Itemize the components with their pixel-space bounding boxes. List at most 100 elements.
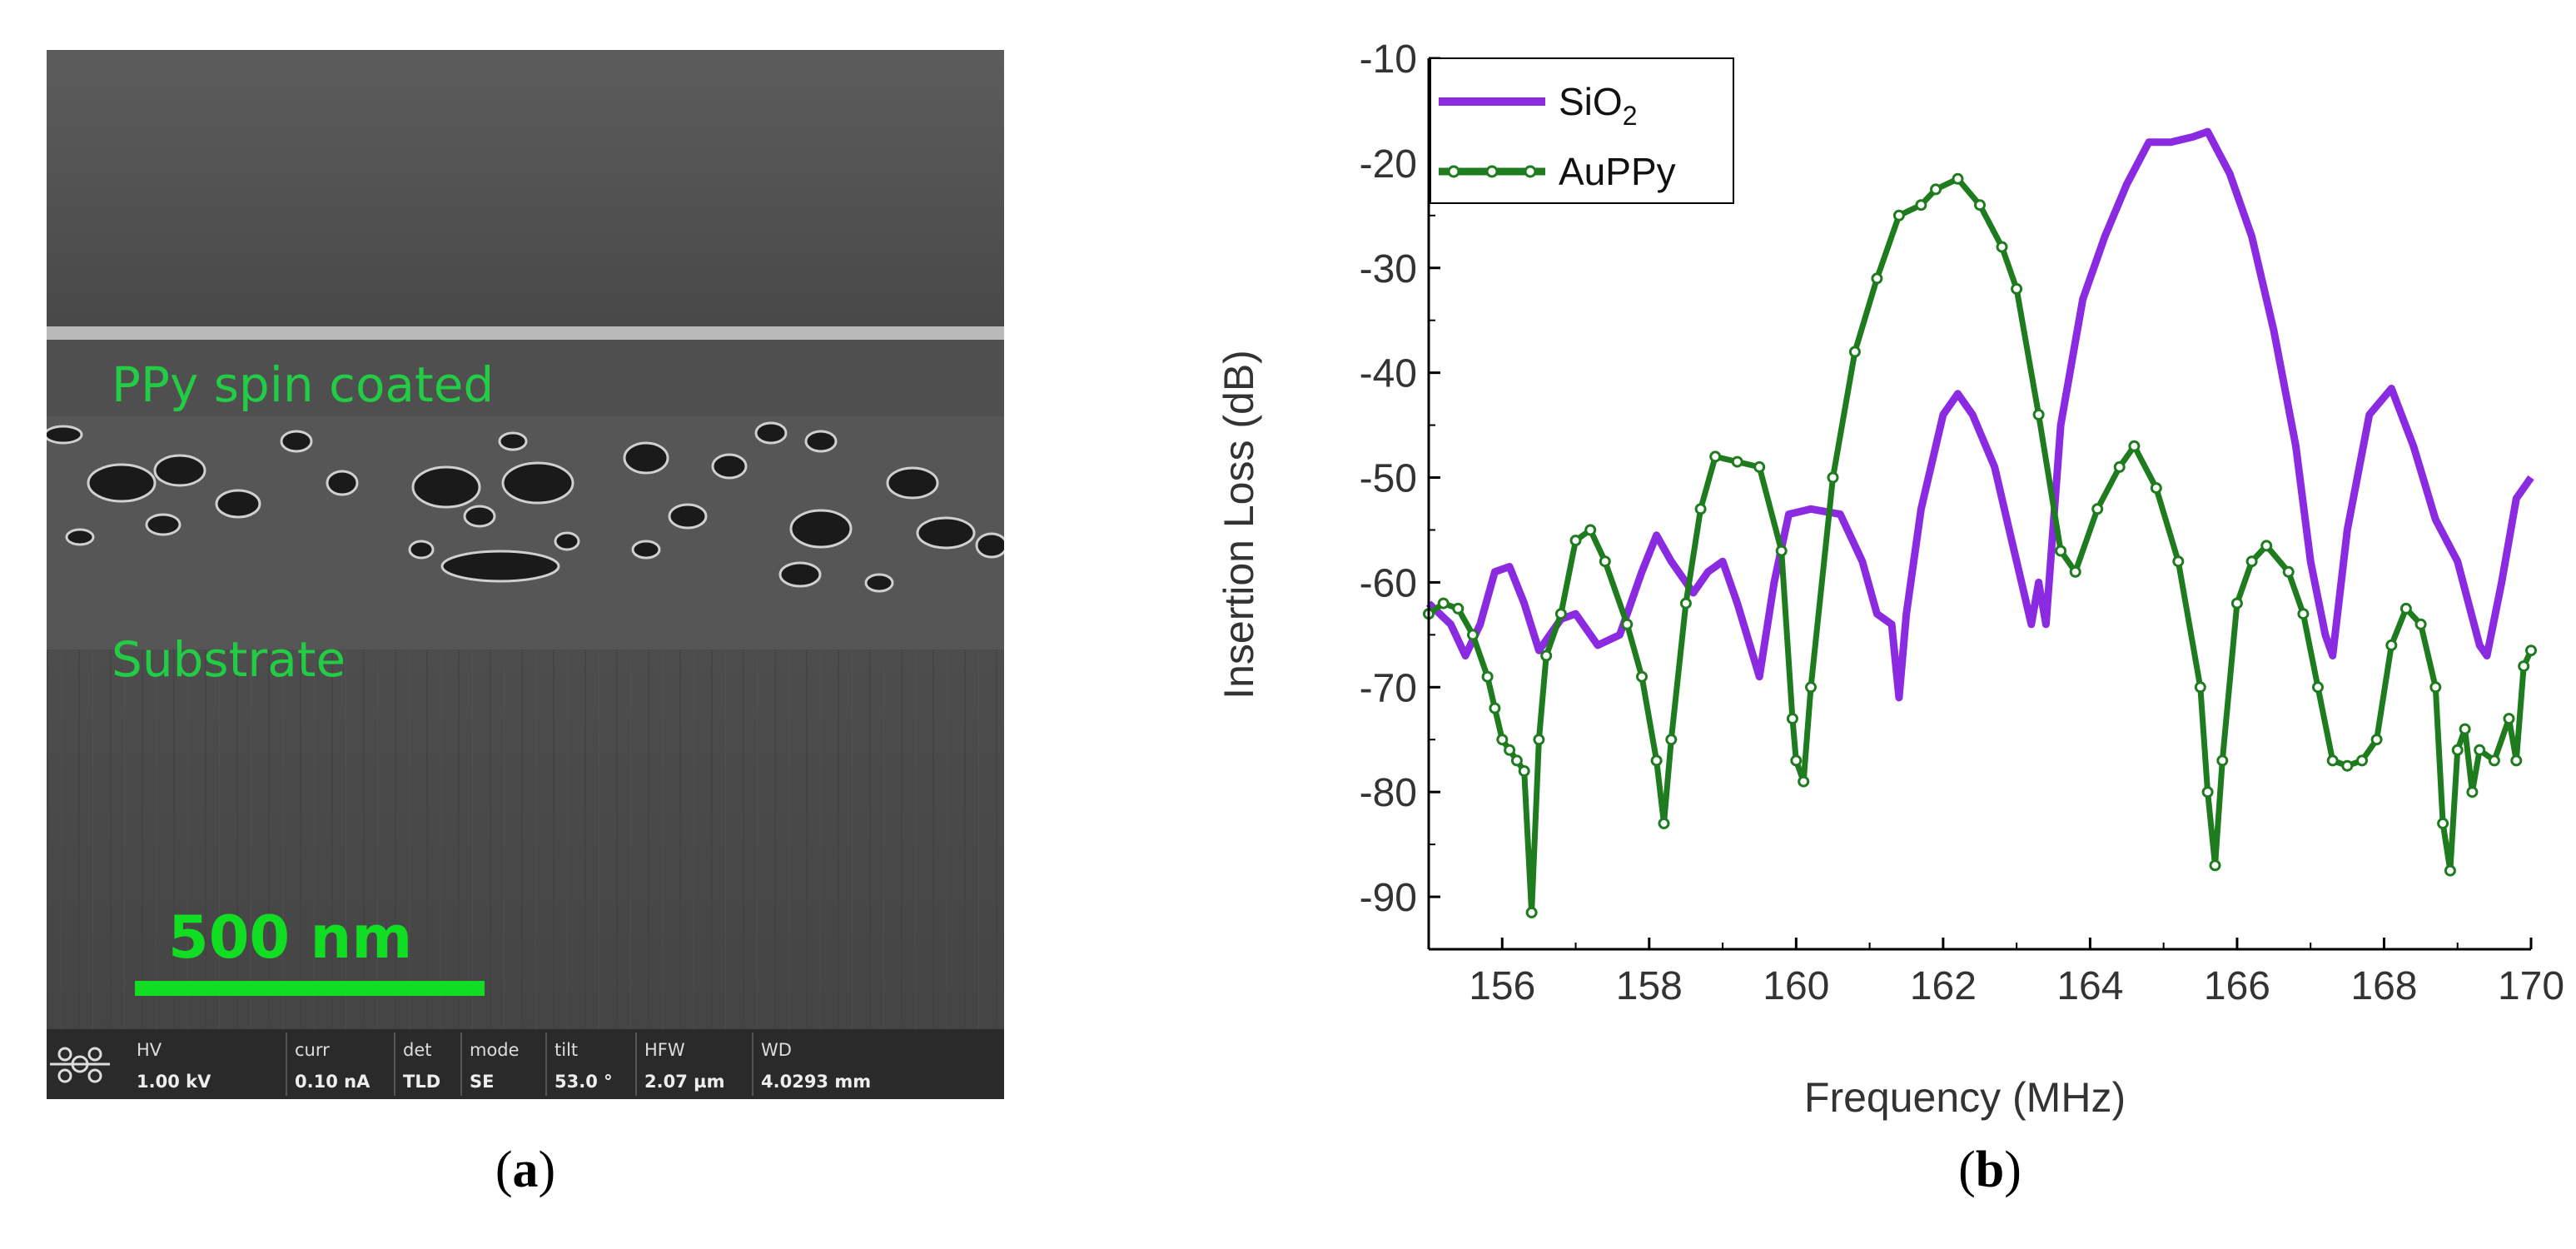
data-point (1786, 713, 1798, 725)
data-point (2414, 618, 2427, 630)
data-point (2201, 786, 2214, 799)
data-point (2503, 713, 2515, 725)
data-point (1694, 503, 1707, 515)
x-tick-label: 160 (1763, 964, 1829, 1008)
y-tick-label: -50 (1360, 457, 1417, 501)
data-point (2282, 565, 2295, 578)
x-tick-label: 164 (2056, 964, 2123, 1008)
panel-a-label: (a) (495, 1142, 556, 1198)
info-field-value: TLD (403, 1072, 440, 1092)
data-point (2510, 754, 2523, 767)
data-point (2312, 681, 2324, 694)
scale-bar-label: 500 nm (168, 903, 412, 972)
sem-info-bar: HV 1.00 kV curr 0.10 nA det TLD mode SE tilt 53.0… (47, 1029, 1004, 1099)
legend-item-auppy: AuPPy (1439, 150, 1676, 193)
data-point (2055, 545, 2067, 557)
data-point (2216, 754, 2229, 767)
substrate-label: Substrate (112, 631, 346, 688)
y-axis-title: Insertion Loss (dB) (1216, 350, 1262, 699)
y-tick-label: -10 (1360, 37, 1417, 82)
data-point (1452, 602, 1465, 615)
x-axis-title: Frequency (MHz) (1804, 1074, 2126, 1121)
data-point (1996, 241, 2008, 253)
data-point (2459, 723, 2471, 735)
data-point (2091, 503, 2104, 515)
data-point (2326, 754, 2339, 767)
y-tick-label: -60 (1360, 561, 1417, 605)
data-point (2113, 460, 2126, 473)
data-point (1636, 670, 1648, 683)
legend-label: SiO2 (1559, 80, 1637, 131)
data-point (2444, 864, 2456, 877)
ppy-coating-edge (47, 326, 1004, 340)
data-point (2011, 282, 2023, 295)
data-point (2488, 754, 2500, 767)
data-point (2230, 597, 2243, 610)
data-point (1481, 670, 1494, 683)
y-tick-label: -80 (1360, 771, 1417, 815)
data-point (1554, 608, 1567, 620)
data-point (2525, 644, 2537, 657)
info-field-header: WD (761, 1040, 792, 1060)
x-tick-label: 166 (2204, 964, 2270, 1008)
data-point (1584, 524, 1597, 536)
data-point (1533, 734, 1545, 746)
y-tick-label: -40 (1360, 352, 1417, 396)
data-point (1518, 765, 1530, 777)
data-point (1504, 744, 1516, 756)
info-field-value: 1.00 kV (137, 1072, 211, 1092)
data-point (1805, 681, 1817, 694)
info-field-header: HV (137, 1040, 162, 1060)
y-tick-label: -20 (1360, 142, 1417, 187)
sem-micrograph: PPy spin coated Substrate 500 nm HV 1.00 … (47, 50, 1004, 1099)
data-point (1731, 455, 1743, 468)
series-sio2 (1425, 127, 2534, 702)
info-field-value: 0.10 nA (295, 1072, 370, 1092)
data-point (1658, 817, 1670, 829)
data-point (2150, 482, 2162, 495)
data-point (1848, 346, 1861, 358)
legend-label: AuPPy (1559, 150, 1676, 193)
data-point (2385, 639, 2398, 651)
data-point (1679, 597, 1692, 610)
data-point (2245, 555, 2258, 568)
ppy-layer-label: PPy spin coated (112, 356, 494, 413)
x-tick-label: 170 (2498, 964, 2564, 1008)
info-field-value: 4.0293 mm (761, 1072, 871, 1092)
data-point (1540, 649, 1553, 662)
y-tick-label: -90 (1360, 876, 1417, 920)
legend-item-sio2: SiO2 (1439, 80, 1637, 131)
data-point (2128, 440, 2141, 452)
data-point (1569, 535, 1582, 547)
data-point (1892, 209, 1905, 221)
data-point (1489, 702, 1501, 714)
data-point (1930, 183, 1942, 196)
data-point (2069, 565, 2081, 578)
x-tick-label: 162 (1910, 964, 1977, 1008)
data-point (1467, 629, 1479, 641)
legend: SiO2 AuPPy (1430, 57, 1734, 204)
data-point (1437, 597, 1450, 610)
series-line (1425, 127, 2534, 702)
info-field-value: SE (470, 1072, 494, 1092)
data-point (1775, 545, 1788, 557)
data-point (1525, 906, 1538, 918)
scale-bar (135, 981, 485, 996)
panel-b-label: (b) (1958, 1142, 2022, 1198)
data-point (2466, 786, 2479, 799)
data-point (2474, 744, 2486, 756)
data-point (1665, 734, 1678, 746)
data-point (1974, 199, 1986, 211)
pores (47, 421, 1004, 593)
data-point (1871, 272, 1883, 285)
data-point (1510, 754, 1523, 767)
legend-box (1430, 57, 1734, 204)
data-point (2451, 744, 2464, 756)
legend-marker (1524, 165, 1537, 178)
data-point (2370, 734, 2383, 746)
legend-marker (1447, 165, 1460, 178)
data-point (2341, 759, 2354, 772)
data-point (1753, 460, 1766, 473)
x-tick-label: 158 (1616, 964, 1683, 1008)
